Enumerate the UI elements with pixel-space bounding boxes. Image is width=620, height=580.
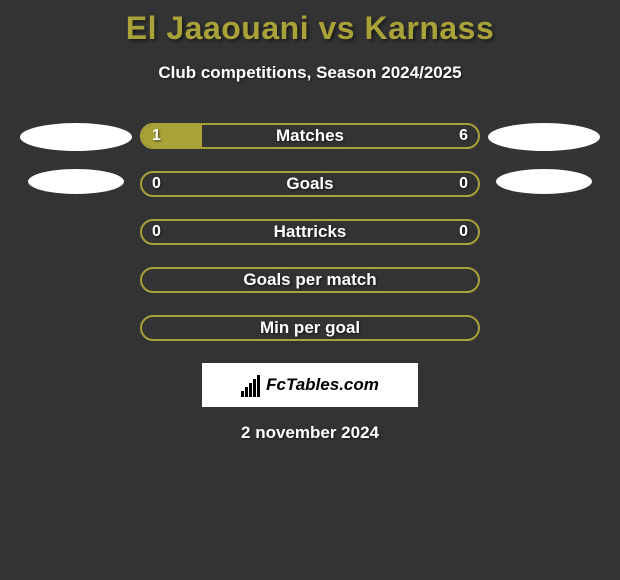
- right-player-ellipse-1: [488, 123, 600, 151]
- left-player-ellipse-1: [20, 123, 132, 151]
- stat-row-matches: 1 Matches 6: [140, 123, 480, 149]
- stat-value-right: [458, 269, 478, 291]
- stat-value-right: 6: [449, 125, 478, 147]
- bars-icon: [241, 373, 260, 397]
- stat-row-min-per-goal: Min per goal: [140, 315, 480, 341]
- left-player-ellipse-2: [28, 169, 124, 194]
- page-title: El Jaaouani vs Karnass: [0, 0, 620, 47]
- stats-bars: 1 Matches 6 0 Goals 0 0 Hattricks 0 Goal…: [136, 123, 484, 341]
- brand-text: FcTables.com: [266, 375, 379, 395]
- stat-row-hattricks: 0 Hattricks 0: [140, 219, 480, 245]
- right-player-col: [484, 123, 604, 341]
- stats-area: 1 Matches 6 0 Goals 0 0 Hattricks 0 Goal…: [0, 83, 620, 341]
- stat-value-right: [458, 317, 478, 339]
- stat-label: Min per goal: [142, 317, 478, 339]
- stat-value-right: 0: [449, 173, 478, 195]
- page-subtitle: Club competitions, Season 2024/2025: [0, 47, 620, 83]
- stat-value-right: 0: [449, 221, 478, 243]
- date-text: 2 november 2024: [0, 407, 620, 443]
- stat-label: Goals per match: [142, 269, 478, 291]
- stat-label: Matches: [142, 125, 478, 147]
- stat-row-goals-per-match: Goals per match: [140, 267, 480, 293]
- brand-box[interactable]: FcTables.com: [202, 363, 418, 407]
- stat-label: Hattricks: [142, 221, 478, 243]
- right-player-ellipse-2: [496, 169, 592, 194]
- left-player-col: [16, 123, 136, 341]
- stat-label: Goals: [142, 173, 478, 195]
- stat-row-goals: 0 Goals 0: [140, 171, 480, 197]
